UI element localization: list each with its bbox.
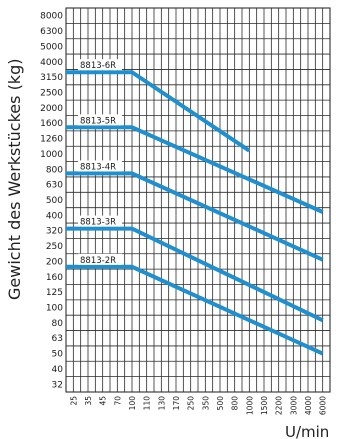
series-line (66, 226, 324, 323)
series-label: 8813-6R (80, 61, 116, 71)
x-tick-label: 130 (157, 396, 166, 411)
x-tick-label: 1000 (245, 396, 254, 415)
x-tick-label: 3000 (289, 396, 298, 415)
x-tick-label: 25 (69, 396, 78, 406)
y-tick-label: 125 (46, 288, 63, 298)
y-tick-label: 32 (52, 380, 63, 390)
x-tick-label: 110 (143, 396, 152, 411)
series-line (66, 70, 251, 153)
y-tick-label: 63 (52, 334, 63, 344)
y-tick-label: 320 (46, 227, 63, 237)
series-label: 8813-2R (80, 256, 116, 266)
series-label-bg (78, 253, 122, 265)
series-label: 8813-5R (80, 116, 116, 126)
x-tick-labels: 25 35 45 70 100 110 130 170 250 350 500 800 1000 1500… (69, 396, 327, 415)
series-label-bg (78, 160, 122, 172)
series-label: 8813-3R (80, 218, 116, 228)
y-axis-title: Gewicht des Werkstückes (kg) (5, 59, 24, 300)
y-tick-label: 2000 (40, 104, 63, 114)
y-tick-label: 80 (52, 319, 64, 329)
y-tick-labels: 32 40 50 63 80 100 125 160 200 250 320 400 500 630 800… (40, 12, 63, 391)
series-label: 8813-4R (80, 162, 116, 172)
x-tick-label: 800 (231, 396, 240, 411)
y-tick-label: 1000 (40, 150, 63, 160)
x-axis-unit: U/min (285, 423, 329, 439)
y-tick-label: 6300 (40, 27, 63, 37)
chart-grid (65, 7, 331, 393)
y-tick-label: 5000 (40, 42, 63, 52)
y-tick-label: 40 (52, 365, 64, 375)
x-tick-label: 1500 (260, 396, 269, 415)
series-line (66, 171, 324, 262)
x-tick-label: 170 (172, 396, 181, 411)
chart-series: 8813-6R 8813-5R 8813-4R 8813-3R 8813-2R (66, 59, 324, 356)
series-line (66, 125, 324, 214)
y-tick-label: 1600 (40, 119, 63, 129)
x-tick-label: 35 (84, 396, 93, 406)
y-tick-label: 50 (52, 350, 64, 360)
y-tick-label: 400 (46, 211, 63, 221)
y-tick-label: 250 (46, 242, 63, 252)
x-tick-label: 100 (128, 396, 137, 411)
y-tick-label: 4000 (40, 58, 63, 68)
x-tick-label: 4000 (304, 396, 313, 415)
x-tick-label: 45 (99, 396, 108, 406)
y-tick-label: 8000 (40, 12, 63, 22)
x-tick-label: 2200 (275, 396, 284, 415)
y-tick-label: 630 (46, 181, 63, 191)
y-tick-label: 100 (46, 304, 63, 314)
x-tick-label: 70 (113, 396, 122, 406)
x-tick-label: 500 (216, 396, 225, 411)
y-tick-label: 160 (46, 273, 63, 283)
y-tick-label: 3150 (40, 73, 63, 83)
x-tick-label: 250 (187, 396, 196, 411)
series-line (66, 264, 324, 356)
y-tick-label: 200 (46, 257, 63, 267)
y-tick-label: 800 (46, 165, 63, 175)
x-tick-label: 350 (201, 396, 210, 411)
y-tick-label: 2500 (40, 88, 63, 98)
y-tick-label: 500 (46, 196, 63, 206)
y-tick-label: 1260 (40, 135, 63, 145)
series-label-bg (78, 114, 122, 126)
series-label-bg (78, 215, 122, 227)
x-tick-label: 6000 (319, 396, 328, 415)
series-label-bg (78, 59, 122, 71)
